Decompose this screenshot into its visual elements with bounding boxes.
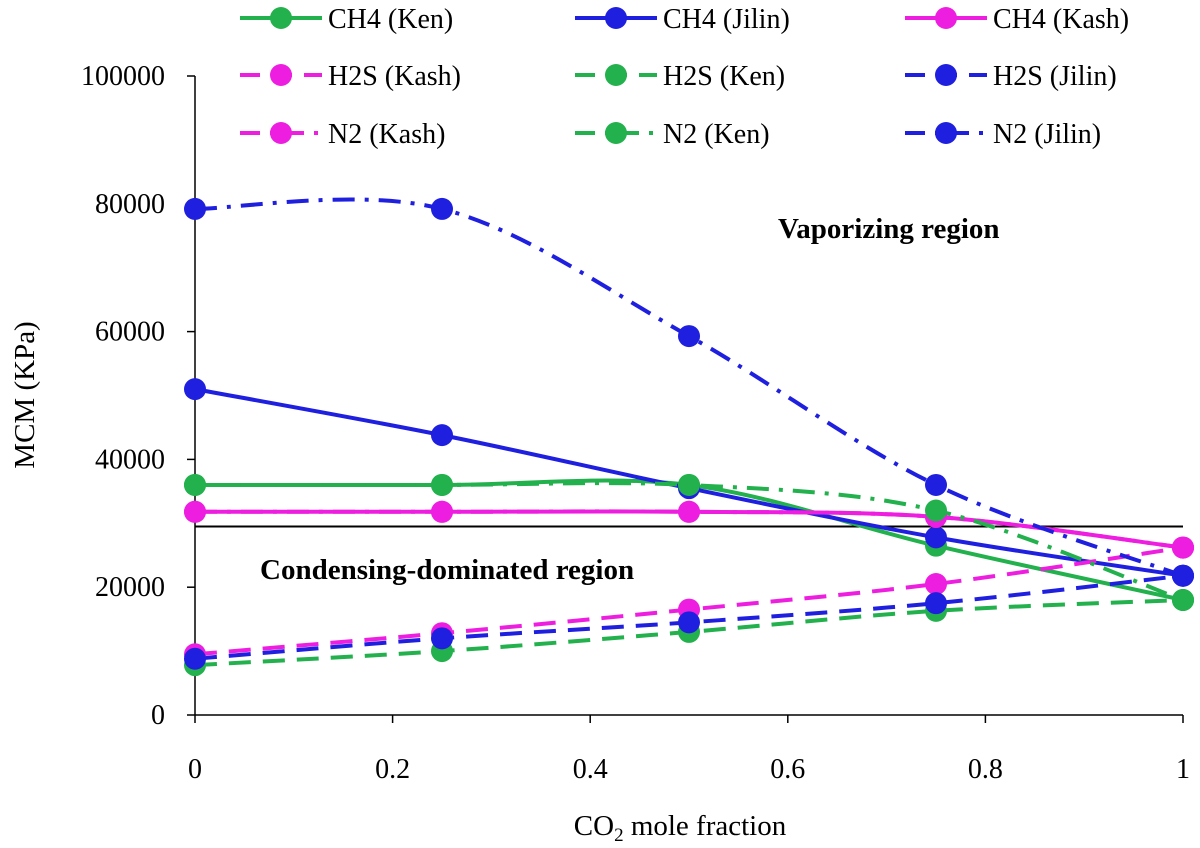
vaporizing-region-label: Vaporizing region — [778, 213, 1000, 245]
x-tick-label: 0.6 — [770, 754, 805, 785]
data-point-h2s-jilin — [678, 611, 700, 634]
data-point-n2-ken — [184, 473, 206, 496]
data-point-h2s-jilin — [431, 627, 453, 650]
legend-label: CH4 (Jilin) — [663, 4, 790, 35]
y-tick-label: 60000 — [95, 317, 165, 348]
x-axis-title-subscript: 2 — [614, 825, 624, 846]
series-markers — [184, 197, 1194, 677]
data-point-n2-kash — [184, 500, 206, 523]
legend: CH4 (Ken) CH4 (Jilin) CH4 (Kash) H2S (Kash)… — [240, 4, 1129, 150]
y-tick-label: 80000 — [95, 189, 165, 220]
legend-label: H2S (Ken) — [663, 61, 785, 92]
x-axis-title: CO2 mole fraction — [574, 810, 787, 846]
legend-marker — [605, 7, 627, 29]
legend-label: H2S (Jilin) — [993, 61, 1117, 92]
data-point-n2-ken — [431, 473, 453, 496]
legend-label: N2 (Kash) — [328, 119, 445, 150]
data-point-n2-kash — [431, 500, 453, 523]
legend-label: N2 (Jilin) — [993, 119, 1101, 150]
legend-label: N2 (Ken) — [663, 119, 770, 150]
data-point-ch4-jilin — [431, 424, 453, 447]
x-tick-label: 0.8 — [968, 754, 1003, 785]
data-point-n2-jilin — [678, 325, 700, 348]
legend-marker — [270, 122, 292, 144]
legend-marker — [935, 7, 957, 29]
data-point-h2s-jilin — [925, 592, 947, 615]
y-tick-label: 0 — [151, 700, 165, 731]
data-point-ch4-jilin — [925, 526, 947, 549]
legend-label: H2S (Kash) — [328, 61, 461, 92]
x-tick-label: 1 — [1176, 754, 1190, 785]
legend-marker — [605, 64, 627, 86]
data-point-ch4-jilin — [184, 378, 206, 401]
legend-marker — [270, 64, 292, 86]
legend-label: CH4 (Kash) — [993, 4, 1129, 35]
x-ticks: 0 0.2 0.4 0.6 0.8 1 — [188, 715, 1190, 785]
x-tick-label: 0.2 — [375, 754, 410, 785]
legend-marker — [270, 7, 292, 29]
data-point-h2s-kash — [925, 573, 947, 596]
y-tick-label: 100000 — [81, 61, 165, 92]
legend-marker — [935, 122, 957, 144]
x-tick-label: 0.4 — [573, 754, 608, 785]
legend-marker — [605, 122, 627, 144]
series-lines — [194, 197, 1184, 668]
y-axis-title: MCM (KPa) — [9, 321, 41, 468]
data-point-n2-kash — [1172, 536, 1194, 559]
data-point-n2-jilin — [1172, 564, 1194, 587]
legend-label: CH4 (Ken) — [328, 4, 453, 35]
data-point-n2-ken — [925, 499, 947, 522]
y-tick-label: 20000 — [95, 572, 165, 603]
data-point-n2-jilin — [184, 197, 206, 220]
y-tick-label: 40000 — [95, 444, 165, 475]
legend-marker — [935, 64, 957, 86]
data-point-n2-jilin — [431, 197, 453, 220]
y-ticks: 0 20000 40000 60000 80000 100000 — [81, 61, 195, 731]
data-point-n2-ken — [678, 473, 700, 496]
x-axis-title-main: CO — [574, 810, 614, 842]
condensing-region-label: Condensing-dominated region — [260, 554, 634, 586]
x-tick-label: 0 — [188, 754, 202, 785]
data-point-n2-kash — [678, 500, 700, 523]
x-axis-title-rest: mole fraction — [624, 810, 787, 842]
data-point-n2-jilin — [925, 473, 947, 496]
data-point-n2-ken — [1172, 588, 1194, 611]
data-point-h2s-jilin — [184, 647, 206, 670]
